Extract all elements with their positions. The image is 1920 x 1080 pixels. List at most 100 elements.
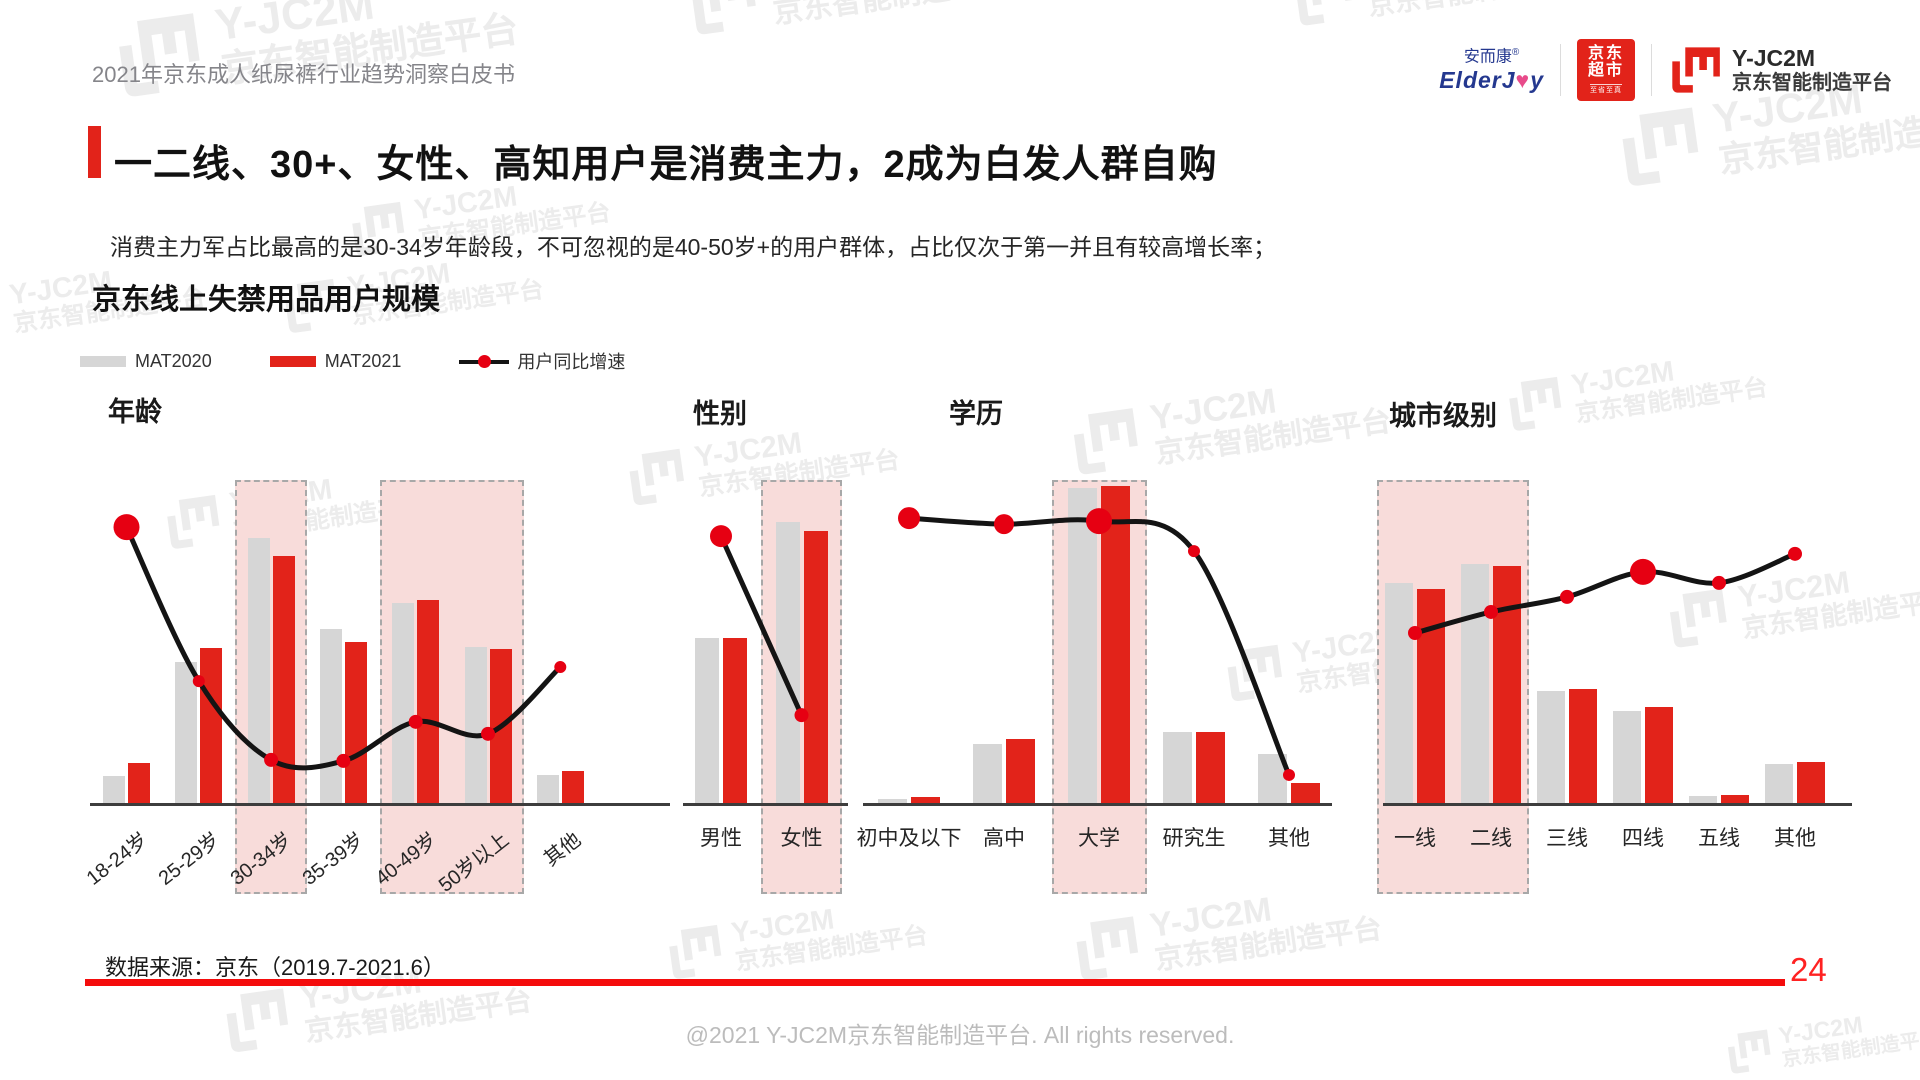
bar-mat2020 [1258, 753, 1287, 804]
bar-mat2021 [1006, 738, 1035, 804]
elderjoy-cn: 安而康® [1463, 47, 1520, 66]
legend-label-mat2021: MAT2021 [324, 350, 402, 371]
category-label: 三线 [1546, 827, 1588, 850]
bar-mat2021 [200, 648, 223, 804]
bar-mat2020 [247, 538, 270, 804]
bar-mat2020 [1765, 763, 1793, 804]
page-subtitle: 消费主力军占比最高的是30-34岁年龄段，不可忽视的是40-50岁+的用户群体，… [110, 234, 1277, 260]
elderjoy-en: ElderJ♥y [1439, 66, 1544, 93]
category-label: 其他 [1268, 827, 1310, 850]
bar-mat2021 [723, 638, 747, 804]
bar-mat2021 [1721, 794, 1749, 804]
bar-mat2020 [536, 774, 559, 804]
bar-mat2020 [392, 602, 415, 804]
chart-section-title: 城市级别 [1389, 401, 1497, 431]
chart-section-title: 年龄 [108, 397, 162, 427]
bar-mat2020 [973, 743, 1002, 804]
logo-divider [1651, 44, 1652, 96]
bar-mat2020 [1163, 731, 1192, 804]
bar-mat2021 [489, 649, 512, 804]
yjc2m-name: Y-JC2M [1732, 45, 1816, 72]
bar-mat2021 [417, 599, 440, 804]
bar-mat2020 [695, 638, 719, 804]
heart-icon: ♥ [1515, 66, 1531, 93]
bar-mat2020 [1461, 563, 1489, 804]
bar-mat2020 [175, 662, 198, 804]
bar-mat2020 [103, 775, 125, 804]
bar-mat2021 [1645, 707, 1673, 804]
page-number: 24 [1790, 951, 1827, 988]
category-label: 高中 [983, 827, 1025, 850]
yjc2m-watermark: Y-JC2M京东智能制造平台 [683, 0, 1011, 44]
yjc2m-logo: Y-JC2M 京东智能制造平台 [1668, 43, 1892, 97]
legend-marker-dot [478, 355, 492, 368]
jd-supermarket-logo: 京东 超市 至省至真 [1577, 39, 1635, 101]
bar-mat2021 [1196, 731, 1225, 804]
footer-rule [85, 979, 1785, 986]
bar-mat2021 [561, 770, 584, 804]
bar-mat2020 [319, 628, 342, 804]
document-title: 2021年京东成人纸尿裤行业趋势洞察白皮书 [92, 62, 515, 87]
axis-line [90, 803, 670, 806]
chart-section-title: 学历 [949, 399, 1003, 429]
logo-divider [1560, 44, 1561, 96]
bar-mat2021 [911, 796, 940, 804]
bar-mat2021 [1101, 486, 1130, 804]
category-label: 大学 [1078, 827, 1120, 850]
bar-mat2020 [464, 647, 487, 804]
axis-line [683, 803, 848, 806]
bar-mat2021 [344, 642, 367, 804]
bar-mat2021 [272, 555, 295, 804]
category-label: 二线 [1470, 827, 1512, 850]
bar-mat2021 [1797, 761, 1825, 804]
chart-legend: MAT2020 MAT2021 用户同比增速 [80, 350, 683, 372]
axis-line [863, 803, 1332, 806]
bar-mat2021 [803, 531, 828, 804]
bar-mat2020 [1068, 488, 1097, 804]
category-label: 初中及以下 [856, 827, 962, 850]
data-source-note: 数据来源：京东（2019.7-2021.6） [105, 955, 445, 980]
jd-logo-tagline: 至省至真 [1590, 83, 1622, 94]
bar-mat2020 [1537, 691, 1565, 804]
bar-mat2020 [1689, 795, 1717, 804]
bar-mat2021 [1291, 782, 1320, 804]
page-title: 一二线、30+、女性、高知用户是消费主力，2成为白发人群自购 [114, 144, 1218, 186]
chart-section-title: 性别 [693, 399, 747, 429]
bar-mat2020 [1385, 582, 1413, 804]
jd-logo-line2: 超市 [1587, 61, 1624, 79]
chart-title: 京东线上失禁用品用户规模 [92, 284, 441, 316]
title-accent-bar [88, 126, 101, 178]
legend-swatch-mat2020 [80, 355, 126, 367]
bar-mat2021 [128, 762, 150, 804]
category-label: 一线 [1394, 827, 1436, 850]
legend-label-growth: 用户同比增速 [517, 352, 626, 372]
legend-label-mat2020: MAT2020 [135, 350, 212, 371]
registered-mark: ® [1511, 47, 1520, 59]
category-label: 女性 [780, 827, 823, 850]
elderjoy-logo: 安而康® ElderJ♥y [1439, 48, 1544, 91]
yjc2m-watermark: Y-JC2M京东智能制造平台 [1288, 0, 1580, 34]
bar-mat2020 [1613, 711, 1641, 804]
legend-swatch-mat2021 [269, 355, 316, 367]
bar-mat2021 [1493, 565, 1521, 804]
category-label: 研究生 [1162, 827, 1226, 850]
yjc2m-monogram-icon [1672, 47, 1720, 93]
legend-line-symbol [459, 354, 510, 368]
bar-mat2020 [878, 798, 907, 804]
category-label: 五线 [1698, 827, 1740, 850]
bar-mat2020 [775, 522, 800, 804]
copyright-note: @2021 Y-JC2M京东智能制造平台. All rights reserve… [685, 1022, 1235, 1048]
axis-line [1383, 803, 1852, 806]
logo-bar: 安而康® ElderJ♥y 京东 超市 至省至真 Y-JC2M 京东智能制造平台 [1439, 38, 1892, 102]
category-label: 四线 [1622, 827, 1664, 850]
bar-mat2021 [1569, 689, 1597, 804]
